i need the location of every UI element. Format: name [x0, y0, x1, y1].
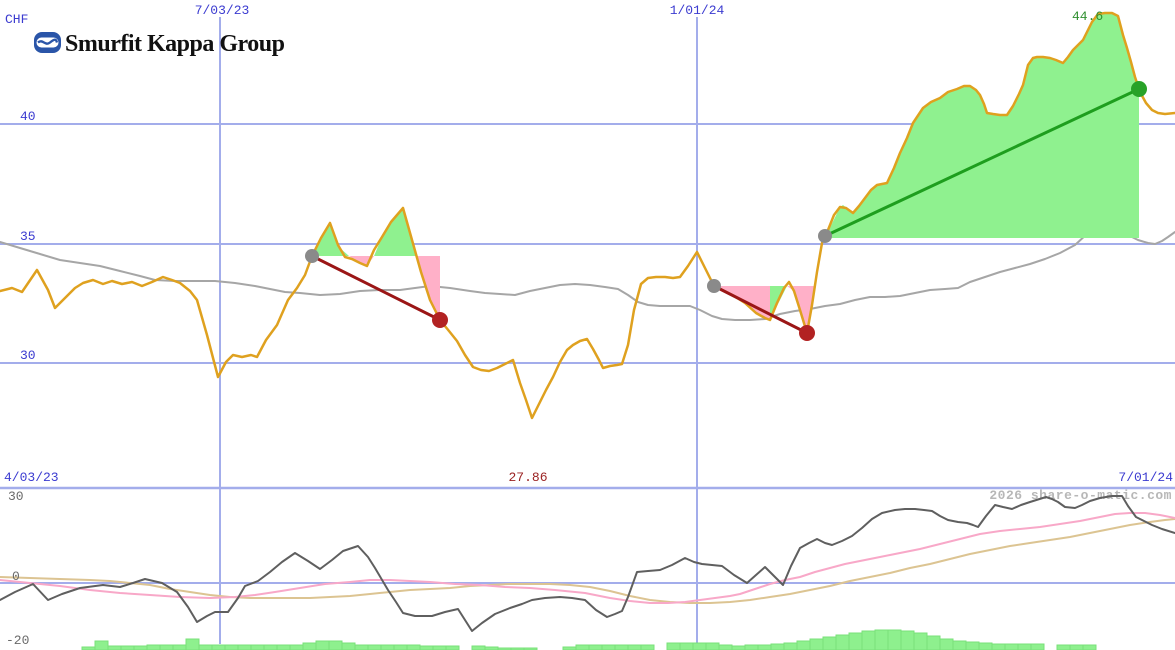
logo-icon: [34, 31, 61, 58]
top-date-label-2: 1/01/24: [669, 3, 725, 18]
logo-text: Smurfit Kappa Group: [65, 31, 285, 57]
price-tick-40: 40: [20, 109, 36, 124]
logo: Smurfit Kappa Group: [34, 31, 285, 58]
low-value-label: 27.86: [508, 470, 548, 485]
high-value-label: 44.6: [1072, 9, 1104, 24]
price-tick-35: 35: [20, 229, 36, 244]
indicator-tick-30: 30: [8, 489, 24, 504]
watermark: 2026 share-o-matic.com: [989, 488, 1172, 503]
bottom-left-date: 4/03/23: [4, 470, 59, 485]
indicator-tick-0: 0: [12, 569, 20, 584]
bottom-right-date: 7/01/24: [1118, 470, 1173, 485]
currency-label: CHF: [5, 12, 29, 27]
top-date-label-1: 7/03/23: [194, 3, 250, 18]
price-tick-30: 30: [20, 348, 36, 363]
indicator-tick-neg20: -20: [6, 633, 30, 648]
